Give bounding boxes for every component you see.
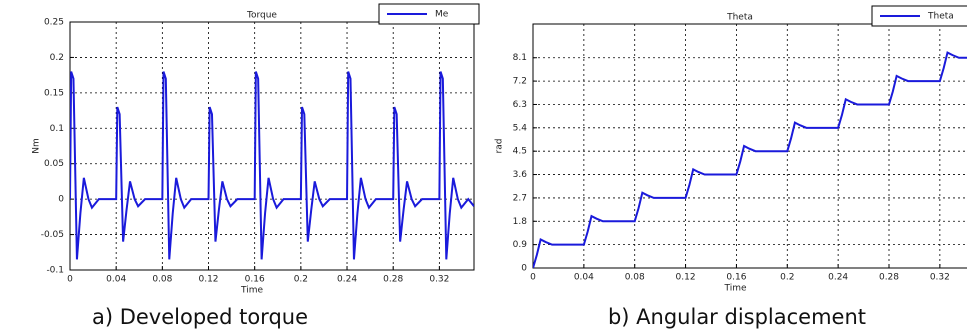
y-tick-label: -0.05	[41, 230, 64, 240]
y-tick-label: 4.5	[513, 147, 527, 157]
x-tick-label: 0.08	[625, 273, 645, 283]
x-tick-label: 0.08	[152, 275, 172, 285]
y-tick-label: 5.4	[513, 123, 528, 133]
y-tick-label: 8.1	[513, 53, 527, 63]
x-tick-label: 0.32	[930, 273, 950, 283]
y-tick-label: 0.1	[50, 124, 64, 134]
y-tick-label: 0.05	[44, 159, 64, 169]
y-tick-label: 0	[521, 264, 527, 274]
y-tick-label: 0.25	[44, 18, 64, 28]
chart-title: Torque	[246, 11, 277, 21]
y-tick-label: 3.6	[513, 170, 528, 180]
data-line	[70, 71, 474, 260]
y-tick-label: 2.7	[513, 193, 527, 203]
x-tick-label: 0.04	[106, 275, 126, 285]
y-axis-label: Nm	[32, 138, 42, 154]
plot-area	[69, 21, 475, 271]
y-tick-label: 0.9	[513, 240, 528, 250]
x-tick-label: 0.2	[780, 273, 794, 283]
legend-label: Me	[435, 10, 449, 20]
data-line	[533, 51, 967, 268]
x-tick-label: 0.2	[294, 275, 308, 285]
caption: b) Angular displacement	[608, 305, 866, 329]
x-tick-label: 0.28	[383, 275, 403, 285]
x-tick-label: 0	[67, 275, 73, 285]
x-tick-label: 0.24	[828, 273, 848, 283]
x-tick-label: 0.12	[676, 273, 696, 283]
y-tick-label: 0.15	[44, 88, 64, 98]
x-axis-label: Time	[240, 286, 263, 296]
y-tick-label: 1.8	[513, 217, 528, 227]
x-tick-label: 0.04	[574, 273, 594, 283]
x-tick-label: 0.16	[726, 273, 746, 283]
y-tick-label: 6.3	[513, 100, 527, 110]
legend-label: Theta	[927, 12, 954, 22]
x-tick-label: 0.16	[245, 275, 265, 285]
y-tick-label: -0.1	[46, 266, 64, 276]
y-tick-label: 7.2	[513, 77, 527, 87]
x-axis-label: Time	[723, 284, 746, 294]
y-tick-label: 0	[58, 195, 64, 205]
y-axis-label: rad	[495, 139, 505, 154]
x-tick-label: 0.32	[429, 275, 449, 285]
chart-title: Theta	[726, 13, 753, 23]
caption: a) Developed torque	[92, 305, 308, 329]
y-tick-label: 0.2	[50, 53, 64, 63]
x-tick-label: 0.28	[879, 273, 899, 283]
plot-area	[532, 23, 967, 269]
x-tick-label: 0.24	[337, 275, 357, 285]
x-tick-label: 0	[530, 273, 536, 283]
legend-box	[378, 3, 480, 25]
x-tick-label: 0.12	[198, 275, 218, 285]
